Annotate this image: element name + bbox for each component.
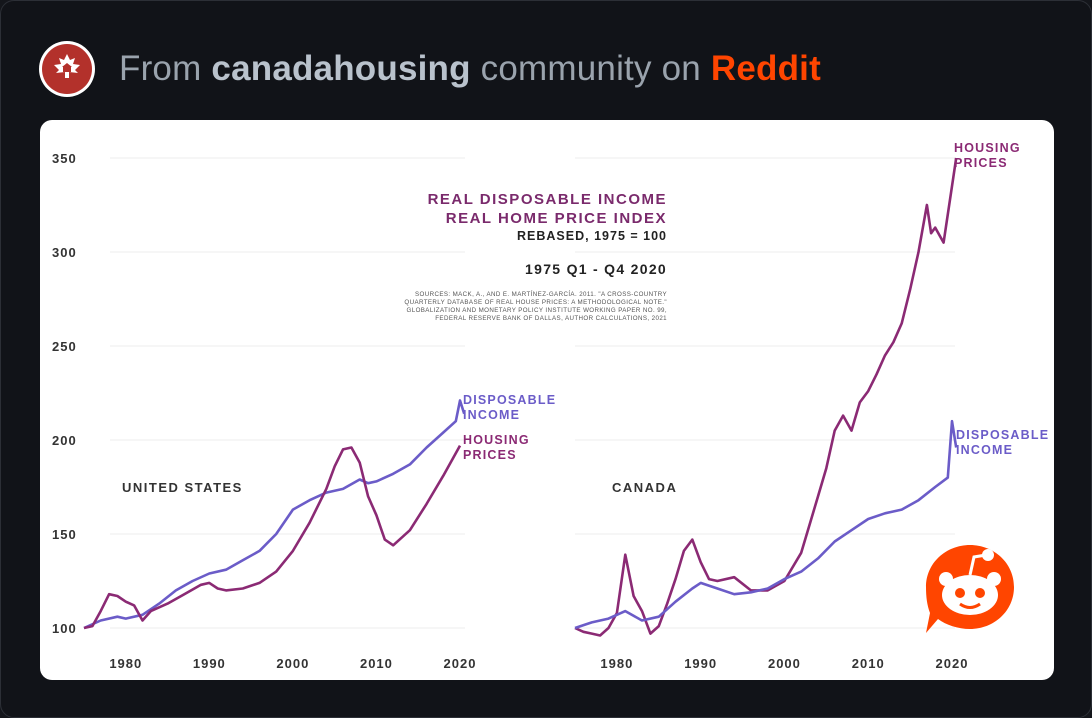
chart-title-line2: REAL HOME PRICE INDEX (446, 210, 667, 227)
chart-source-note: GLOBALIZATION AND MONETARY POLICY INSTIT… (407, 307, 667, 314)
x-tick-label: 2020 (444, 656, 477, 671)
y-tick-label: 350 (52, 151, 77, 166)
panel-title-canada: CANADA (612, 480, 677, 495)
us-series-label: DISPOSABLE (463, 393, 556, 407)
chart-period: 1975 Q1 - Q4 2020 (525, 261, 667, 277)
chart-card: 100 150 200 250 300 350 1980 1990 2000 2010 2020 19… (40, 120, 1054, 680)
x-tick-label: 1980 (600, 656, 633, 671)
chart-subtitle: REBASED, 1975 = 100 (517, 229, 667, 243)
x-tick-label: 2010 (852, 656, 885, 671)
maple-leaf-house-icon (42, 44, 92, 94)
x-tick-label: 1980 (109, 656, 142, 671)
subreddit-avatar[interactable] (39, 41, 95, 97)
canada-housing-prices-line (574, 157, 958, 637)
y-tick-label: 200 (52, 433, 77, 448)
reddit-snoo-icon (926, 545, 1014, 633)
chart-source-note: SOURCES: MACK, A., AND E. MARTÍNEZ-GARCÍ… (415, 291, 667, 298)
x-tick-label: 2000 (768, 656, 801, 671)
panel-title-us: UNITED STATES (122, 480, 243, 495)
canada-series-label: INCOME (956, 443, 1013, 457)
x-tick-label: 2020 (936, 656, 969, 671)
y-tick-label: 150 (52, 527, 77, 542)
us-series-label: INCOME (463, 408, 520, 422)
platform-link[interactable]: Reddit (710, 49, 821, 88)
us-series-label: PRICES (463, 448, 517, 462)
canada-disposable-income-line (574, 419, 958, 630)
y-tick-label: 300 (52, 245, 77, 260)
canada-series-label: PRICES (954, 156, 1008, 170)
us-housing-prices-line (83, 444, 462, 630)
chart-source-note: QUARTERLY DATABASE OF REAL HOUSE PRICES:… (404, 299, 667, 306)
x-tick-label: 2000 (276, 656, 309, 671)
canada-series-label: HOUSING (954, 141, 1021, 155)
maple-leaf-house-svg (54, 54, 80, 78)
post-header: From canadahousing community on Reddit (39, 41, 821, 97)
x-tick-label: 1990 (193, 656, 226, 671)
us-disposable-income-line (83, 399, 466, 630)
us-series-label: HOUSING (463, 433, 530, 447)
x-tick-label: 2010 (360, 656, 393, 671)
source-prefix: From (119, 49, 202, 88)
post-source-line: From canadahousing community on Reddit (119, 49, 821, 89)
canada-series-label: DISPOSABLE (956, 428, 1049, 442)
community-link[interactable]: canadahousing (211, 49, 471, 88)
chart-source-note: FEDERAL RESERVE BANK OF DALLAS, AUTHOR C… (435, 315, 667, 322)
chart-title: REAL DISPOSABLE INCOME (428, 191, 667, 208)
chart-canvas: 100 150 200 250 300 350 1980 1990 2000 2010 2020 19… (52, 141, 1049, 671)
source-middle: community on (480, 49, 701, 88)
y-tick-label: 100 (52, 621, 77, 636)
x-tick-label: 1990 (684, 656, 717, 671)
y-tick-label: 250 (52, 339, 77, 354)
